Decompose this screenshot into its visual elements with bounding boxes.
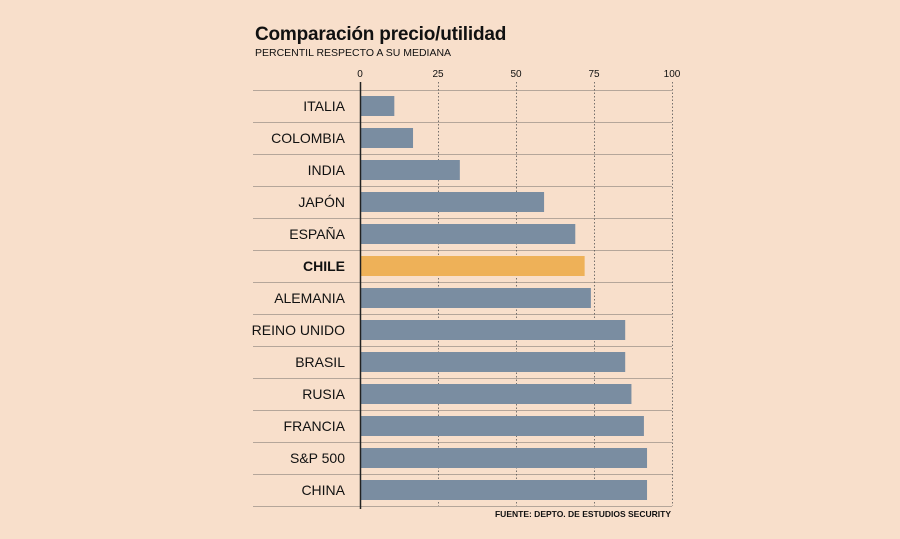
tick-label: 25	[432, 69, 444, 80]
tick-label: 50	[510, 69, 522, 80]
tick-label: 100	[664, 69, 681, 80]
bar-rusia	[360, 384, 632, 404]
category-label: ITALIA	[303, 98, 345, 114]
tick-labels: 0 25 50 75 100	[357, 69, 681, 80]
category-label: CHINA	[301, 482, 345, 498]
bar-china	[360, 480, 648, 500]
category-labels: ITALIA COLOMBIA INDIA JAPÓN ESPAÑA CHILE ALEMA…	[252, 98, 346, 498]
tick-label: 75	[588, 69, 600, 80]
bar-s-p-500	[360, 448, 648, 468]
category-label: ESPAÑA	[289, 226, 345, 242]
bar-chile	[360, 256, 585, 276]
bar-italia	[360, 96, 395, 116]
bar-francia	[360, 416, 644, 436]
tick-label: 0	[357, 69, 363, 80]
bar-jap-n	[360, 192, 545, 212]
bar-alemania	[360, 288, 591, 308]
source-note: FUENTE: DEPTO. DE ESTUDIOS SECURITY	[494, 509, 671, 519]
category-label: COLOMBIA	[271, 130, 346, 146]
category-label: BRASIL	[295, 354, 345, 370]
category-label: FRANCIA	[284, 418, 346, 434]
chart-subtitle: PERCENTIL RESPECTO A SU MEDIANA	[255, 47, 452, 59]
category-label: ALEMANIA	[274, 290, 345, 306]
row-lines	[253, 90, 672, 507]
category-label: RUSIA	[302, 386, 345, 402]
category-label: S&P 500	[290, 450, 345, 466]
bars	[360, 96, 648, 500]
category-label: INDIA	[308, 162, 346, 178]
bar-brasil	[360, 352, 626, 372]
bar-india	[360, 160, 460, 180]
category-label: REINO UNIDO	[252, 322, 345, 338]
gridlines	[438, 82, 673, 506]
category-label: CHILE	[303, 258, 345, 274]
bar-colombia	[360, 128, 414, 148]
bar-espa-a	[360, 224, 576, 244]
category-label: JAPÓN	[298, 194, 345, 210]
chart-title: Comparación precio/utilidad	[255, 24, 507, 45]
bar-reino-unido	[360, 320, 626, 340]
